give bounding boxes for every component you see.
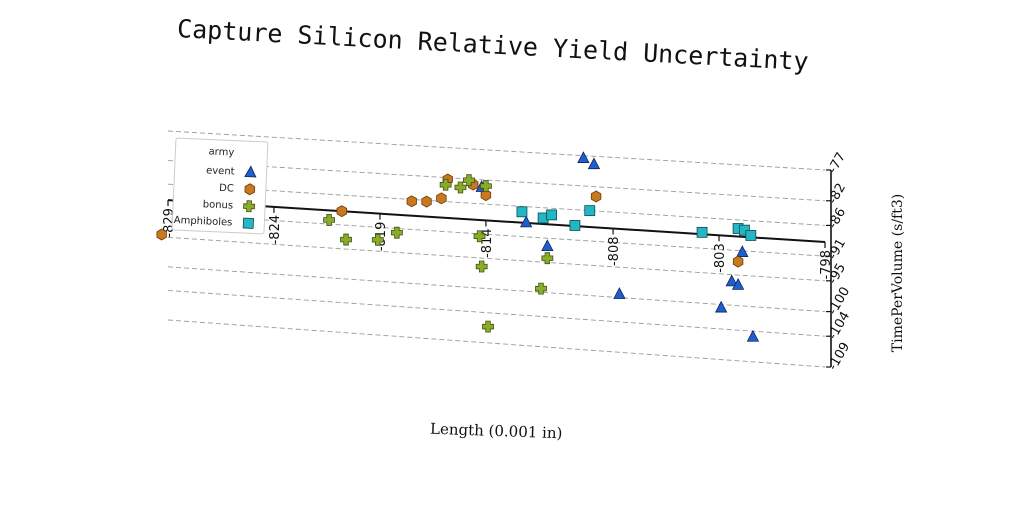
- data-point-bonus: [390, 226, 403, 239]
- data-point-bonus: [473, 230, 486, 243]
- legend-marker: [243, 200, 256, 213]
- data-point-dc: [480, 189, 492, 202]
- legend-box: [171, 137, 269, 235]
- y-tick-label: -77: [825, 150, 849, 176]
- data-point-dc: [156, 228, 167, 241]
- data-point-dc: [336, 205, 348, 218]
- y-tick-label: -109: [825, 340, 853, 373]
- grid-line: [167, 213, 826, 257]
- data-point-bonus: [371, 233, 384, 246]
- data-point-event: [725, 274, 738, 287]
- data-point-bonus: [439, 178, 452, 191]
- y-tick-label: -104: [825, 309, 853, 342]
- data-point-bonus: [454, 181, 467, 194]
- data-point-dc: [436, 192, 447, 205]
- legend-group: army event DC bonus Amphiboles: [171, 137, 269, 235]
- legend-marker: [242, 217, 254, 229]
- grid-line: [167, 290, 826, 337]
- data-points: [156, 151, 760, 342]
- legend-label: Amphiboles: [174, 215, 233, 229]
- data-point-dc: [421, 195, 432, 208]
- grid-lines: [167, 130, 826, 368]
- data-point-event: [613, 287, 626, 299]
- legend-label: DC: [219, 183, 234, 195]
- legend-label: event: [206, 165, 235, 177]
- data-point-bonus: [541, 252, 554, 265]
- data-point-event: [541, 239, 554, 251]
- legend-marker: [244, 165, 257, 178]
- grid-line: [167, 130, 826, 171]
- data-point-event: [746, 329, 760, 342]
- data-point-bonus: [463, 174, 475, 187]
- grid-line: [167, 236, 826, 282]
- data-point-amphiboles: [584, 205, 596, 217]
- data-point-event: [714, 300, 728, 313]
- data-point-bonus: [535, 282, 547, 295]
- data-point-amphiboles: [516, 206, 528, 218]
- x-tick-label: -808: [607, 237, 622, 267]
- data-point-bonus: [340, 233, 352, 246]
- grid-line: [167, 183, 826, 226]
- data-point-dc: [590, 190, 602, 203]
- data-point-bonus: [323, 214, 335, 226]
- data-point-event: [731, 277, 745, 290]
- y-tick-label: -86: [825, 206, 849, 232]
- legend-marker: [244, 183, 256, 196]
- data-point-dc: [732, 255, 744, 268]
- y-axis-label: TimePerVolume (s/ft3): [890, 193, 906, 353]
- legend-title: army: [208, 146, 234, 158]
- data-point-amphiboles: [546, 209, 558, 221]
- data-point-event: [520, 215, 533, 228]
- data-point-event: [587, 157, 601, 170]
- data-point-bonus: [482, 320, 494, 333]
- data-point-amphiboles: [696, 226, 708, 238]
- data-point-bonus: [480, 180, 492, 192]
- data-point-event: [736, 245, 749, 257]
- x-axis-line: [167, 199, 826, 244]
- data-point-amphiboles: [745, 230, 757, 241]
- grid-line: [167, 319, 826, 368]
- x-tick-label: -824: [268, 215, 283, 245]
- x-tick-label: -803: [713, 243, 728, 273]
- y-tick-label: -82: [825, 181, 849, 207]
- data-point-amphiboles: [569, 220, 581, 231]
- legend: army event DC bonus Amphiboles: [171, 137, 269, 235]
- grid-line: [167, 266, 826, 313]
- grid-line: [167, 160, 826, 202]
- data-point-event: [577, 151, 590, 163]
- legend-label: bonus: [203, 199, 234, 211]
- data-point-dc: [406, 195, 417, 208]
- data-point-bonus: [475, 260, 488, 273]
